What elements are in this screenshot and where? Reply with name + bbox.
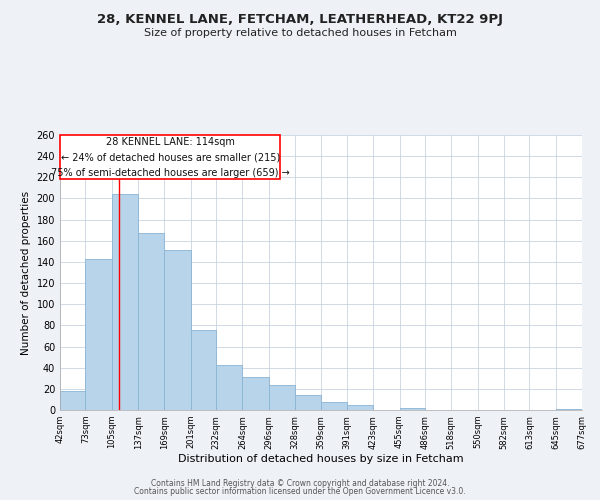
Bar	[320, 402, 347, 410]
Bar	[242, 377, 269, 410]
Bar	[347, 404, 373, 410]
Text: Contains HM Land Registry data © Crown copyright and database right 2024.: Contains HM Land Registry data © Crown c…	[151, 478, 449, 488]
X-axis label: Distribution of detached houses by size in Fetcham: Distribution of detached houses by size …	[178, 454, 464, 464]
Bar	[216, 364, 242, 410]
Text: 28 KENNEL LANE: 114sqm
← 24% of detached houses are smaller (215)
75% of semi-de: 28 KENNEL LANE: 114sqm ← 24% of detached…	[51, 136, 290, 178]
Bar	[138, 234, 164, 410]
Bar	[164, 250, 191, 410]
Bar	[191, 330, 216, 410]
Text: 28, KENNEL LANE, FETCHAM, LEATHERHEAD, KT22 9PJ: 28, KENNEL LANE, FETCHAM, LEATHERHEAD, K…	[97, 12, 503, 26]
Bar	[60, 391, 85, 410]
Bar	[295, 395, 320, 410]
Bar	[400, 408, 425, 410]
Y-axis label: Number of detached properties: Number of detached properties	[21, 190, 31, 354]
Bar	[85, 259, 112, 410]
Bar	[112, 194, 138, 410]
Text: Contains public sector information licensed under the Open Government Licence v3: Contains public sector information licen…	[134, 487, 466, 496]
Bar	[556, 409, 582, 410]
Bar	[269, 384, 295, 410]
Text: Size of property relative to detached houses in Fetcham: Size of property relative to detached ho…	[143, 28, 457, 38]
